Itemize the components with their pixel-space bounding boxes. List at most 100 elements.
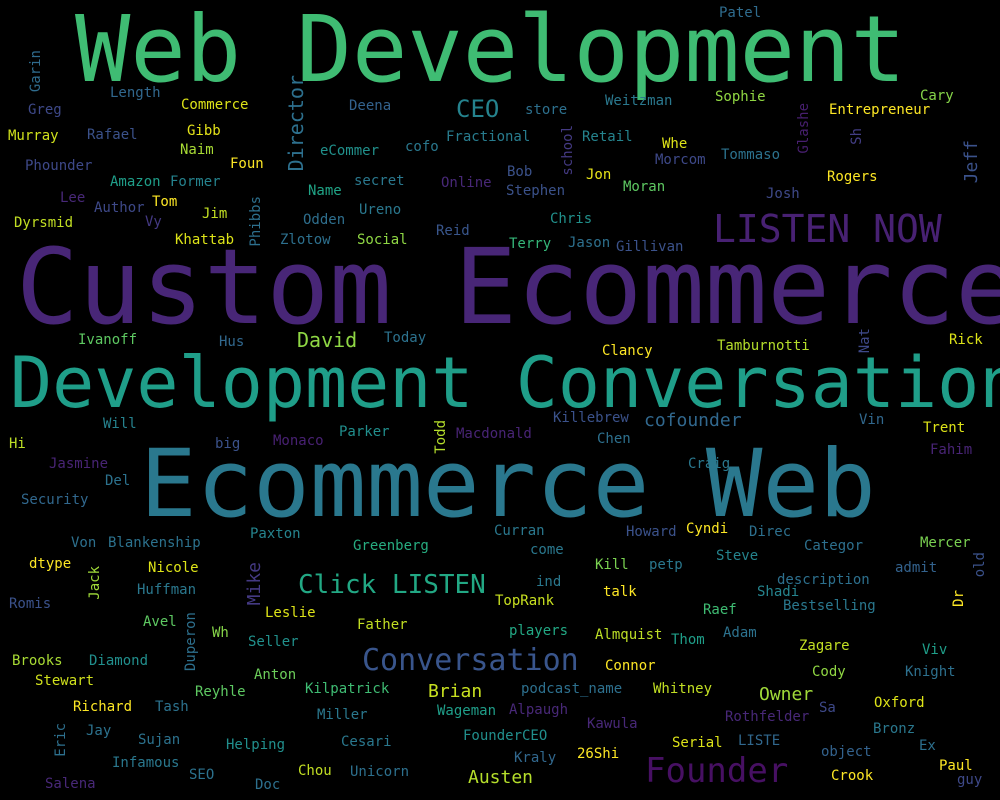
word-viv: Viv: [922, 642, 948, 658]
word-bronz: Bronz: [873, 721, 916, 737]
word-rogers: Rogers: [827, 169, 878, 185]
word-murray: Murray: [8, 128, 59, 144]
word-eric: Eric: [53, 723, 69, 757]
word-security: Security: [21, 492, 89, 508]
word-web-development: Web Development: [75, 0, 906, 103]
word-ind: ind: [536, 574, 562, 590]
word-jeff: Jeff: [961, 140, 982, 184]
word-sujan: Sujan: [138, 732, 181, 748]
word-custom-ecommerce: Custom Ecommerce: [16, 226, 1000, 348]
word-online: Online: [441, 175, 492, 191]
word-gillivan: Gillivan: [616, 239, 684, 255]
word-killebrew: Killebrew: [553, 410, 629, 426]
word-author: Author: [94, 200, 145, 216]
word-dr: Dr: [951, 590, 967, 607]
word-curran: Curran: [494, 523, 545, 539]
word-weitzman: Weitzman: [605, 93, 673, 109]
word-parker: Parker: [339, 424, 390, 440]
word-sophie: Sophie: [715, 89, 766, 105]
word-dtype: dtype: [29, 556, 72, 572]
word-tamburnotti: Tamburnotti: [717, 338, 810, 354]
word-crook: Crook: [831, 768, 874, 784]
word-direc: Direc: [749, 524, 792, 540]
word-description: description: [777, 572, 870, 588]
word-podcast-name: podcast_name: [521, 681, 623, 697]
word-chou: Chou: [298, 763, 332, 779]
word-talk: talk: [603, 584, 637, 600]
word-odden: Odden: [303, 212, 346, 228]
word-cofounder: cofounder: [644, 410, 742, 431]
word-toprank: TopRank: [495, 593, 555, 609]
word-brooks: Brooks: [12, 653, 63, 669]
word-knight: Knight: [905, 664, 956, 680]
word-anton: Anton: [254, 667, 297, 683]
word-name: Name: [308, 183, 342, 199]
word-sh: Sh: [849, 128, 865, 145]
word-brian: Brian: [428, 681, 483, 702]
word-huffman: Huffman: [137, 582, 197, 598]
word-mercer: Mercer: [920, 535, 971, 551]
word-seller: Seller: [248, 634, 299, 650]
word-hi: Hi: [9, 436, 26, 452]
word-commerce: Commerce: [181, 97, 249, 113]
word-jim: Jim: [202, 206, 228, 222]
word-steve: Steve: [716, 548, 759, 564]
word-click-listen: Click LISTEN: [298, 570, 486, 600]
word-admit: admit: [895, 560, 938, 576]
word-jay: Jay: [86, 723, 112, 739]
word-del: Del: [105, 473, 131, 489]
word-alpaugh: Alpaugh: [509, 702, 569, 718]
word-bestselling: Bestselling: [783, 598, 876, 614]
word-cody: Cody: [812, 664, 846, 680]
word-today: Today: [384, 330, 427, 346]
word-austen: Austen: [468, 767, 534, 788]
word-garin: Garin: [28, 50, 44, 93]
word-reyhle: Reyhle: [195, 684, 246, 700]
word-rick: Rick: [949, 332, 983, 348]
word-phibbs: Phibbs: [248, 196, 264, 247]
word-whitney: Whitney: [653, 681, 713, 697]
word-khattab: Khattab: [175, 232, 235, 248]
word-ecommer: eCommer: [320, 143, 380, 159]
word-josh: Josh: [766, 186, 800, 202]
word-infamous: Infamous: [112, 755, 180, 771]
word-david: David: [297, 328, 358, 352]
word-kraly: Kraly: [514, 750, 557, 766]
word-gibb: Gibb: [187, 123, 221, 139]
word-rothfelder: Rothfelder: [725, 709, 810, 725]
word-nat: Nat: [857, 328, 873, 354]
word-glashe: Glashe: [796, 103, 812, 154]
word-cesari: Cesari: [341, 734, 392, 750]
word-trent: Trent: [923, 420, 966, 436]
word-diamond: Diamond: [89, 653, 149, 669]
word-jack: Jack: [87, 566, 103, 600]
word-blankenship: Blankenship: [108, 535, 201, 551]
word-raef: Raef: [703, 602, 737, 618]
word-adam: Adam: [723, 625, 757, 641]
word-vin: Vin: [859, 412, 885, 428]
word-jon: Jon: [586, 167, 612, 183]
word-reid: Reid: [436, 223, 470, 239]
word-jason: Jason: [568, 235, 611, 251]
word-vy: Vy: [145, 214, 162, 230]
word-oxford: Oxford: [874, 695, 925, 711]
word-amazon: Amazon: [110, 174, 161, 190]
word-cyndi: Cyndi: [686, 521, 729, 537]
word-connor: Connor: [605, 658, 656, 674]
word-development-conversation: Development Conversation: [10, 342, 1000, 424]
word-thom: Thom: [671, 632, 705, 648]
word-ureno: Ureno: [359, 202, 402, 218]
word-howard: Howard: [626, 524, 677, 540]
word-terry: Terry: [509, 236, 552, 252]
word-craig: Craig: [688, 456, 731, 472]
word-owner: Owner: [759, 684, 814, 705]
word-leslie: Leslie: [265, 605, 316, 621]
word-liste: LISTE: [738, 733, 781, 749]
word-paxton: Paxton: [250, 526, 301, 542]
word-chris: Chris: [550, 211, 593, 227]
word-26shi: 26Shi: [577, 746, 620, 762]
word-come: come: [530, 542, 564, 558]
word-founderceo: FounderCEO: [463, 728, 548, 744]
word-lee: Lee: [60, 190, 86, 206]
